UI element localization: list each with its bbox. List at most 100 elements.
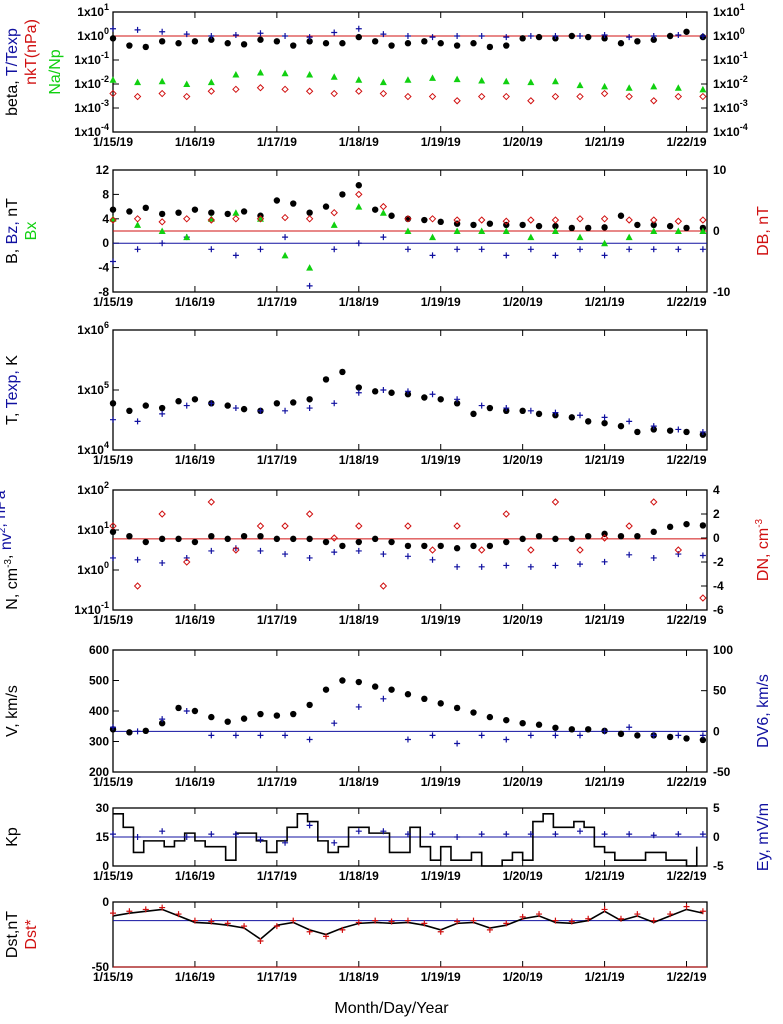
panel-6-ylabel: Kp <box>4 827 21 847</box>
panel-2-B-point <box>585 224 592 232</box>
panel-4-N-point <box>666 523 674 531</box>
panel-4-N-point <box>453 545 461 552</box>
panel-1-T/Texp-point <box>429 34 436 41</box>
panel-3-T-point <box>617 422 625 430</box>
panel-2-xtick-label: 1/17/19 <box>257 295 297 309</box>
panel-2-DB-point <box>330 208 338 217</box>
panel-6-Ey-point <box>626 831 633 838</box>
panel-2-xtick-label: 1/18/19 <box>339 295 379 309</box>
panel-7-Dst*-point <box>699 908 706 915</box>
panel-2-DB-point <box>502 217 510 225</box>
panel-5-V-point <box>666 733 674 741</box>
panel-5-DV6-point <box>282 732 289 739</box>
panel-3-T-point <box>519 407 526 415</box>
panel-4-DN-point <box>699 594 707 602</box>
panel-7-xtick-label: 1/19/19 <box>421 970 461 984</box>
panel-2-B-point <box>650 221 657 229</box>
panel-1-beta-point <box>126 42 133 49</box>
panel-2-Bx-point <box>306 264 314 271</box>
panel-2-B-point <box>617 212 625 219</box>
panel-1-xtick-label: 1/20/19 <box>503 135 543 149</box>
panel-4-N-point <box>208 532 215 540</box>
panel-1-ytick-right-label: 1x100 <box>713 26 745 43</box>
panel-7-Dst*-point <box>650 917 657 924</box>
panel-6-ytick-right-label: -5 <box>713 859 724 873</box>
panel-5-DV6-point <box>626 724 633 731</box>
panel-4-DN-point <box>600 534 609 542</box>
panel-2-DB-point <box>133 215 142 223</box>
panel-1-T/Texp-point <box>478 33 485 39</box>
panel-1-ytick-right-label: 1x10-2 <box>713 74 748 91</box>
panel-4-DN-point <box>355 522 363 530</box>
panel-2-Bz-point <box>380 234 387 241</box>
panel-3-T-point <box>421 394 428 401</box>
panel-5-DV6-point <box>232 732 239 739</box>
panel-4-DN-point <box>281 522 289 530</box>
panel-1-Na/Np-point <box>207 78 215 86</box>
panel-3-T-point <box>142 402 149 409</box>
panel-7-ytick-label: -50 <box>92 960 110 974</box>
panel-4-N-point <box>371 535 379 543</box>
panel-3-xtick-label: 1/21/19 <box>585 453 625 467</box>
panel-6-Ey-point <box>110 831 116 838</box>
panel-1-Na/Np-point <box>625 84 633 91</box>
panel-1-beta-point <box>568 32 576 40</box>
panel-6-Ey-point <box>282 839 289 846</box>
panel-6-ytick-label: 0 <box>102 859 109 873</box>
panel-1-Na/Np-point <box>183 80 191 87</box>
panel-5-V-point <box>535 721 543 728</box>
panel-6-Ey-point <box>257 836 264 843</box>
panel-4-DN-point <box>232 546 240 554</box>
panel-4-ytick-label: 1x101 <box>77 520 109 537</box>
panel-1-nkT-point <box>256 84 265 92</box>
panel-7-xtick-label: 1/22/19 <box>666 970 706 984</box>
panel-5-ytick-right-label: -50 <box>713 765 731 779</box>
panel-1-beta-point <box>421 38 428 45</box>
panel-1-T/Texp-point <box>380 31 387 38</box>
panel-2-Bx-point <box>699 227 707 234</box>
panel-5-DV6-point <box>429 732 436 739</box>
panel-1-Na/Np-point <box>601 82 609 90</box>
panel-1-T/Texp-point <box>232 32 239 39</box>
panel-3-T-point <box>568 414 576 421</box>
panel-1-beta-point <box>257 36 264 43</box>
panel-6-Ey-point <box>331 839 338 846</box>
panel-3-Texp-point <box>306 405 313 412</box>
panel-5-V-point <box>421 695 428 702</box>
panel-3-T-point <box>371 388 379 395</box>
panel-4-nv2-point <box>675 551 682 558</box>
panel-1-beta-point <box>601 35 608 42</box>
panel-4-nv2-point <box>306 554 313 561</box>
panel-4-N-point <box>175 535 182 543</box>
panel-3-Texp-point <box>404 388 411 395</box>
panel-7-Dst*-point <box>355 919 362 926</box>
panel-2-Bz-point <box>134 246 141 253</box>
panel-1-nkT-point <box>477 92 486 101</box>
panel-1-ytick-label: 1x100 <box>77 26 109 43</box>
panel-6-Ey-point <box>552 831 559 838</box>
panel-1-Na/Np-point <box>527 78 535 86</box>
panel-5-V-point <box>470 709 477 716</box>
panel-4-frame <box>112 489 708 611</box>
panel-4-N-point <box>634 532 641 540</box>
panel-4-DN-point <box>256 522 265 530</box>
panel-4-nv2-point <box>601 558 608 565</box>
panel-3-T-point <box>290 399 297 406</box>
panel-2-Bz-point <box>626 246 633 253</box>
panel-4-DN-point <box>576 546 584 554</box>
panel-4-N-point <box>699 522 707 529</box>
panel-6-Ey-point <box>380 828 387 835</box>
panel-5-ytick-right-label: 50 <box>713 684 727 698</box>
panel-6-xtick-label: 1/20/19 <box>503 869 543 883</box>
panel-5-V-point <box>568 726 576 733</box>
panel-1-xtick-label: 1/18/19 <box>339 135 379 149</box>
panel-4-ytick-label: 1x102 <box>77 480 109 497</box>
panel-1-beta-point <box>470 40 477 47</box>
panel-1-nkT-point <box>109 89 117 98</box>
panel-4-nv2-point <box>650 554 657 561</box>
panel-2-B-point <box>470 221 477 229</box>
panel-7-Dst*-point <box>191 917 198 924</box>
panel-7-xtick-label: 1/16/19 <box>175 970 215 984</box>
panel-2-B-point <box>109 206 117 213</box>
panel-2-B-point <box>290 200 297 207</box>
